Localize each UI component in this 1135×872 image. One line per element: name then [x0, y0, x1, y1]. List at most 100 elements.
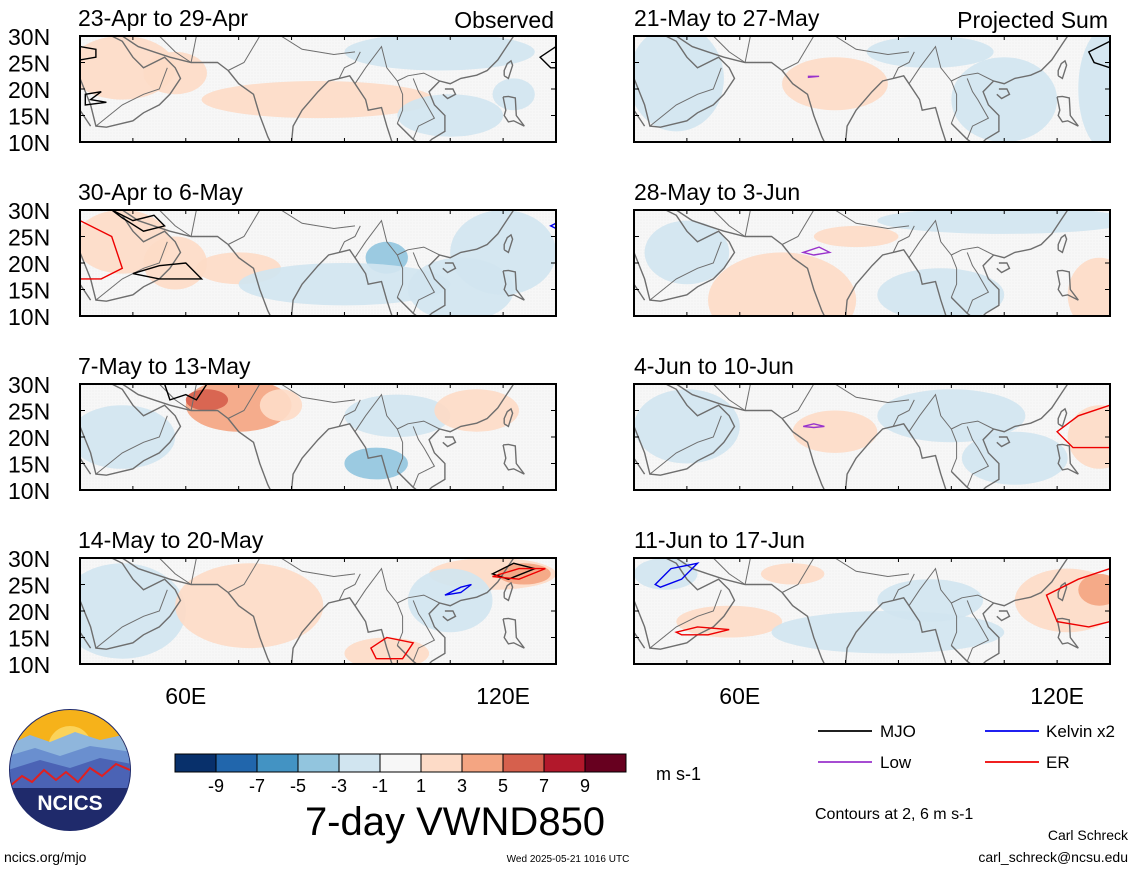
contour-mjo	[80, 45, 97, 61]
coastline	[950, 384, 1069, 490]
border-line	[396, 428, 404, 472]
author-email: carl_schreck@ncsu.edu	[978, 849, 1128, 865]
border-line	[649, 67, 722, 127]
coastline	[442, 610, 457, 622]
border-line	[190, 210, 197, 237]
coastline	[121, 36, 229, 72]
border-line	[712, 558, 746, 585]
border-line	[744, 558, 751, 585]
shade-region	[961, 431, 1068, 485]
column-header: Projected Sum	[957, 7, 1108, 33]
lat-tick-label: 10N	[8, 652, 50, 678]
border-line	[781, 384, 815, 419]
coastline	[1056, 269, 1079, 301]
border-line	[966, 78, 990, 140]
coastline	[121, 384, 229, 420]
border-line	[397, 594, 440, 604]
legend-er-label: ER	[1046, 753, 1070, 772]
border-line	[834, 384, 910, 404]
shade-region	[1078, 36, 1111, 142]
panel-observed-3	[79, 383, 557, 491]
panel-title: 23-Apr to 29-Apr	[78, 5, 248, 31]
lon-tick-label: 120E	[476, 683, 530, 709]
lat-tick-label: 20N	[8, 77, 50, 103]
border-line	[227, 558, 261, 593]
shade-region	[782, 57, 888, 111]
colorbar-swatch	[584, 753, 627, 773]
border-line	[338, 51, 361, 79]
shade-region	[450, 210, 556, 295]
contour-low	[800, 246, 832, 256]
lat-tick-label: 25N	[8, 573, 50, 599]
lat-tick-label: 20N	[8, 425, 50, 451]
coastline	[845, 143, 851, 161]
border-line	[158, 558, 192, 585]
coastline	[291, 665, 297, 683]
coastline	[502, 269, 525, 301]
coastline	[121, 558, 229, 594]
border-line	[396, 254, 404, 298]
contour-er	[674, 626, 730, 636]
border-line	[354, 45, 398, 84]
border-line	[950, 428, 958, 472]
border-line	[354, 219, 398, 258]
colorbar-swatch	[543, 753, 586, 773]
lon-tick-label: 60E	[719, 683, 760, 709]
colorbar-swatch	[420, 753, 463, 773]
border-line	[834, 36, 910, 56]
coastline	[80, 558, 182, 650]
lat-tick-label: 30N	[8, 372, 50, 398]
colorbar-tick-label: -9	[208, 776, 224, 796]
panel-title: 7-May to 13-May	[78, 353, 251, 379]
shade-region	[344, 447, 408, 480]
lat-tick-label: 15N	[8, 104, 50, 130]
contour-kelvin	[444, 583, 472, 596]
border-line	[190, 384, 197, 411]
panel-title: 30-Apr to 6-May	[78, 179, 243, 205]
border-line	[280, 558, 356, 578]
border-line	[908, 567, 952, 606]
coastline	[781, 70, 947, 142]
shade-region	[951, 57, 1058, 142]
contour-kelvin	[654, 562, 700, 588]
colorbar-tick-label: -1	[372, 776, 388, 796]
colorbar-tick-label: 5	[498, 776, 508, 796]
border-line	[280, 210, 356, 230]
coastline	[442, 436, 457, 448]
shade-region	[877, 389, 1026, 443]
border-line	[781, 210, 815, 245]
site-url: ncics.org/mjo	[4, 849, 87, 865]
border-line	[95, 415, 168, 475]
border-line	[396, 602, 404, 646]
panel-title: 4-Jun to 10-Jun	[634, 353, 794, 379]
panel-title: 11-Jun to 17-Jun	[634, 527, 805, 553]
border-line	[712, 384, 746, 411]
coastline	[634, 210, 736, 302]
border-line	[338, 399, 361, 427]
shade-region	[259, 389, 303, 422]
legend-mjo-label: MJO	[880, 722, 916, 741]
coastline	[80, 36, 182, 128]
shade-region	[634, 389, 740, 464]
shade-region	[866, 36, 994, 68]
border-line	[951, 246, 994, 256]
border-line	[966, 426, 990, 488]
shade-region	[185, 389, 229, 411]
coastline	[502, 443, 525, 475]
coastline	[996, 436, 1011, 448]
border-line	[412, 78, 436, 140]
coastline	[80, 225, 92, 301]
border-line	[397, 246, 440, 256]
panel-projected-3	[633, 383, 1111, 491]
border-line	[227, 384, 261, 419]
border-line	[158, 384, 192, 411]
coastline	[781, 418, 947, 490]
border-line	[649, 415, 722, 475]
colorbar-swatch	[461, 753, 504, 773]
colorbar-swatch	[379, 753, 422, 773]
shade-region	[434, 389, 519, 432]
coastline	[503, 581, 514, 602]
contour-er	[369, 636, 415, 660]
border-line	[95, 67, 168, 127]
border-line	[744, 36, 751, 63]
